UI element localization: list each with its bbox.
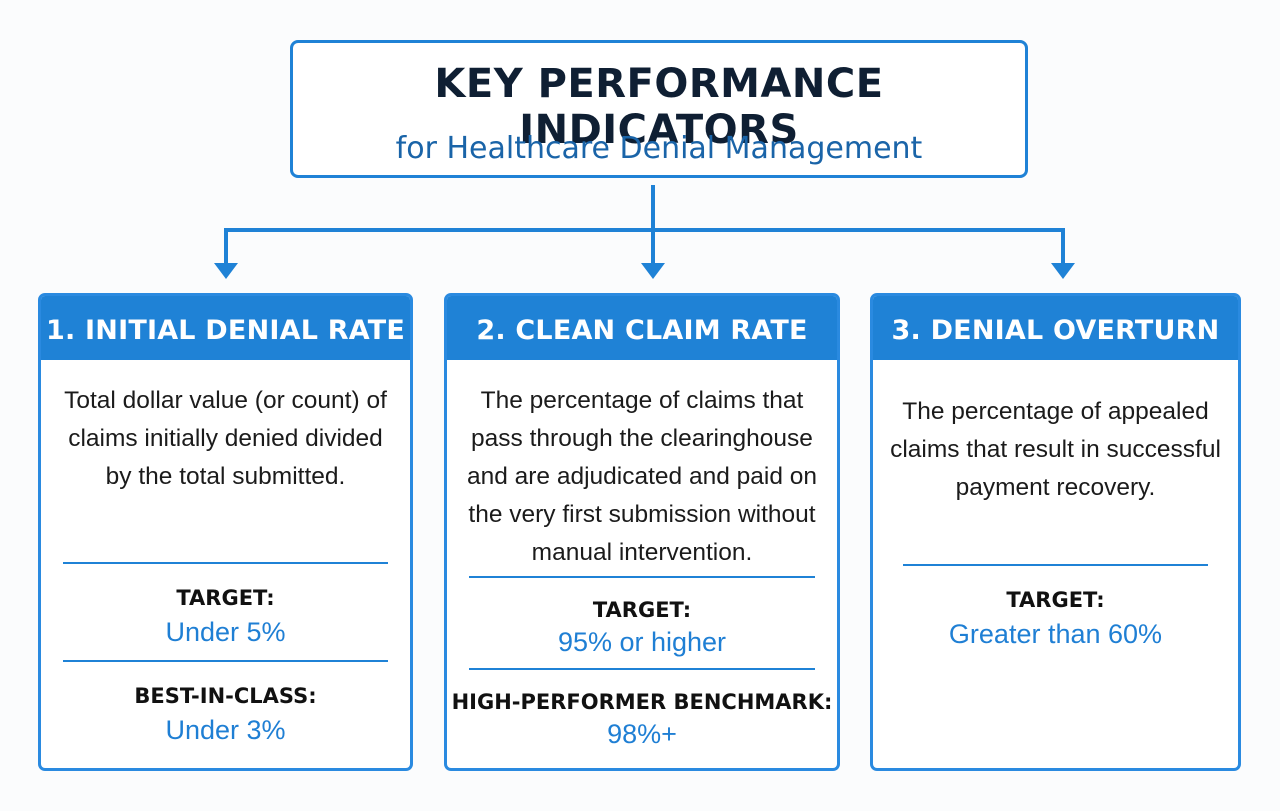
best-in-class-value: Under 3%: [165, 715, 286, 745]
card-description: Total dollar value (or count) of claims …: [51, 382, 400, 496]
kpi-card-initial-denial-rate: 1. INITIAL DENIAL RATE Total dollar valu…: [38, 293, 413, 771]
description-line: claims initially denied divided: [68, 425, 383, 452]
target-label: TARGET:: [592, 598, 692, 622]
card-heading: 2. CLEAN CLAIM RATE (CCR): [447, 296, 837, 416]
target-label: TARGET:: [176, 586, 275, 610]
divider: [903, 564, 1208, 566]
description-line: by the total submitted.: [105, 463, 346, 490]
description-line: payment recovery.: [955, 474, 1156, 501]
divider: [469, 576, 815, 578]
target-label: TARGET:: [1006, 588, 1105, 612]
kpi-card-clean-claim-rate: 2. CLEAN CLAIM RATE (CCR) The percentage…: [444, 293, 840, 771]
arrow-down-icon: [1051, 263, 1075, 279]
diagram-title: KEY PERFORMANCE INDICATORS: [434, 61, 884, 153]
description-line: the very first submission without: [468, 501, 816, 528]
arrow-down-icon: [641, 263, 665, 279]
diagram-subtitle: for Healthcare Denial Management: [395, 131, 923, 166]
card-description: The percentage of claims that pass throu…: [457, 382, 827, 572]
target-value: 95% or higher: [557, 627, 727, 657]
description-line: and are adjudicated and paid on: [466, 463, 818, 490]
arrow-down-icon: [214, 263, 238, 279]
card-heading: 1. INITIAL DENIAL RATE: [41, 296, 410, 360]
divider: [63, 660, 388, 662]
card-heading: 3. DENIAL OVERTURN RATE: [873, 296, 1238, 416]
card-description: The percentage of appealed claims that r…: [883, 393, 1228, 507]
benchmark-value: 98%+: [607, 719, 677, 749]
description-line: The percentage of claims that: [480, 387, 804, 414]
target-value: Greater than 60%: [948, 619, 1163, 649]
best-in-class-label: BEST-IN-CLASS:: [134, 684, 317, 708]
target-value: Under 5%: [165, 617, 286, 647]
description-line: pass through the clearinghouse: [471, 425, 813, 452]
divider: [469, 668, 815, 670]
title-box: KEY PERFORMANCE INDICATORS for Healthcar…: [290, 40, 1028, 178]
kpi-card-denial-overturn-rate: 3. DENIAL OVERTURN RATE The percentage o…: [870, 293, 1241, 771]
description-line: manual intervention.: [531, 539, 753, 566]
description-line: The percentage of appealed: [902, 398, 1209, 425]
description-line: Total dollar value (or count) of: [64, 387, 387, 414]
divider: [63, 562, 388, 564]
description-line: claims that result in successful: [890, 436, 1221, 463]
benchmark-label: HIGH-PERFORMER BENCHMARK:: [451, 690, 833, 714]
